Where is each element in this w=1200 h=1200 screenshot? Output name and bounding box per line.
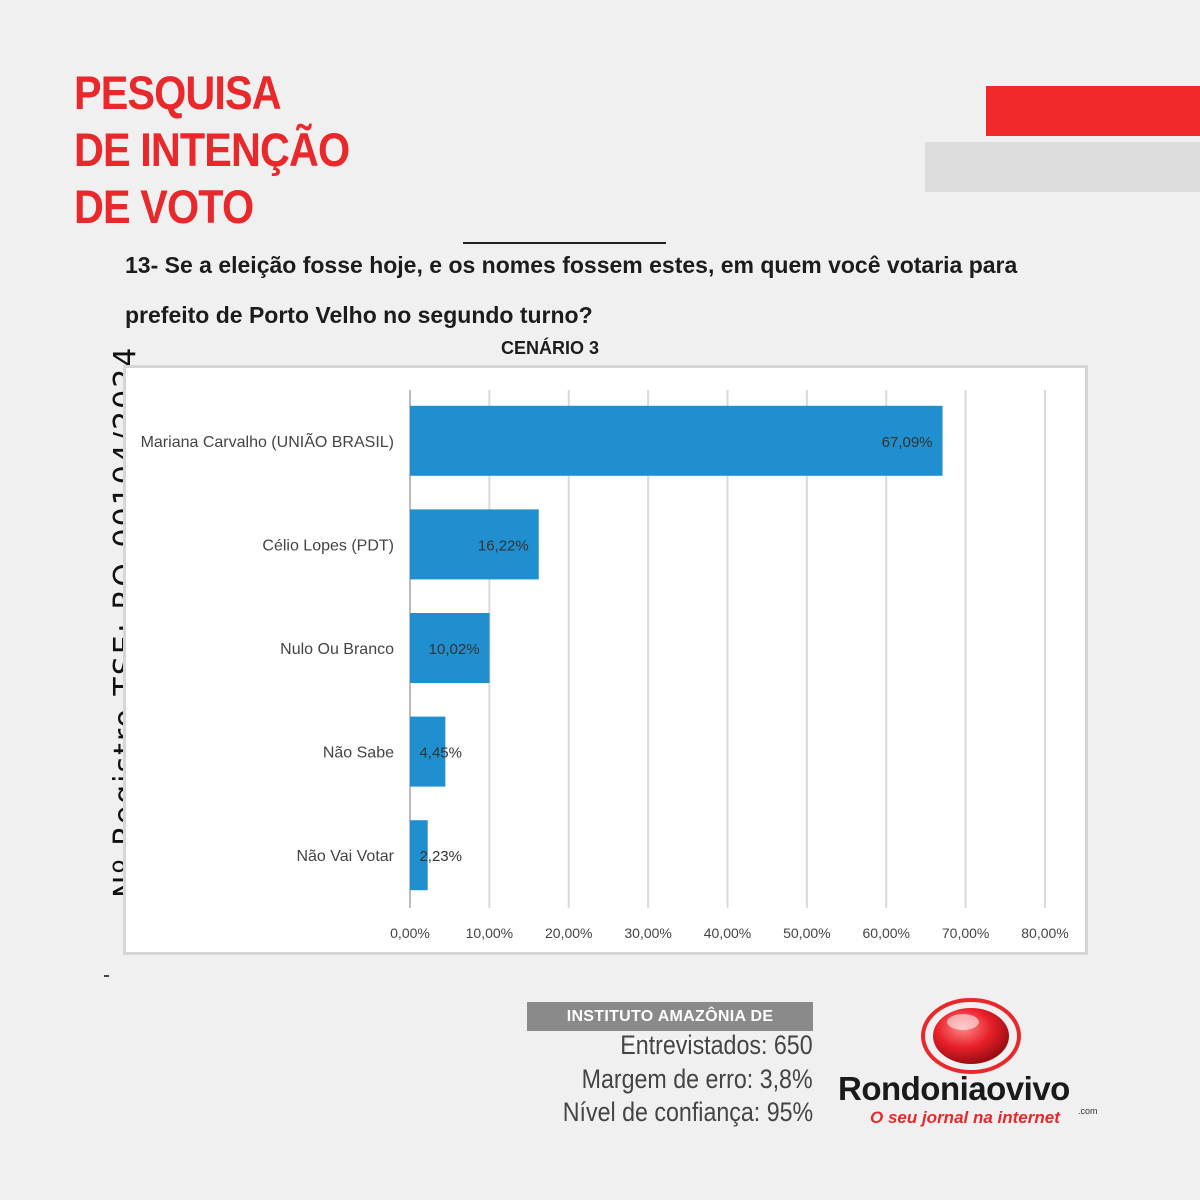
- rondoniaovivo-logo: Rondoniaovivo .com O seu jornal na inter…: [838, 998, 1100, 1128]
- headline-line-2: DE INTENÇÃO: [74, 123, 350, 176]
- dash-mark: [104, 975, 109, 977]
- x-tick-label: 80,00%: [1021, 925, 1068, 941]
- x-tick-label: 60,00%: [863, 925, 910, 941]
- logo-brand-name: Rondoniaovivo: [838, 1070, 1070, 1107]
- question-overline: [463, 242, 666, 244]
- logo-globe-icon: [921, 998, 1021, 1074]
- decorative-red-bar: [986, 86, 1200, 136]
- headline-line-1: PESQUISA: [74, 66, 282, 119]
- bar-chart: 0,00% 10,00% 20,00% 30,00% 40,00% 50,00% 60,00…: [141, 390, 1069, 941]
- value-label: 2,23%: [419, 848, 462, 865]
- x-tick-label: 70,00%: [942, 925, 989, 941]
- x-tick-label: 20,00%: [545, 925, 592, 941]
- logo-domain: .com: [1078, 1106, 1098, 1116]
- x-tick-label: 50,00%: [783, 925, 830, 941]
- value-label: 67,09%: [882, 434, 933, 451]
- interviewed-count: Entrevistados: 650: [620, 1030, 813, 1060]
- x-tick-label: 40,00%: [704, 925, 751, 941]
- category-label: Não Vai Votar: [296, 848, 394, 865]
- survey-question: 13- Se a eleição fosse hoje, e os nomes …: [125, 252, 1018, 328]
- x-tick-label: 10,00%: [466, 925, 513, 941]
- value-label: 16,22%: [478, 537, 529, 554]
- institute-badge: INSTITUTO AMAZÔNIA DE PESQUISA: [527, 1002, 813, 1054]
- value-label: 4,45%: [419, 745, 462, 762]
- x-tick-label: 30,00%: [624, 925, 671, 941]
- category-label: Não Sabe: [323, 745, 394, 762]
- margin-of-error: Margem de erro: 3,8%: [581, 1064, 813, 1094]
- x-tick-label: 0,00%: [390, 925, 430, 941]
- confidence-level: Nível de confiança: 95%: [562, 1097, 813, 1127]
- headline-line-3: DE VOTO: [74, 180, 254, 233]
- logo-tagline: O seu jornal na internet: [870, 1108, 1060, 1127]
- bar: [410, 509, 539, 580]
- bar: [410, 716, 446, 787]
- decorative-gray-bar: [925, 142, 1200, 192]
- chart-title: CENÁRIO 3: [500, 338, 599, 358]
- value-label: 10,02%: [429, 641, 480, 658]
- category-label: Mariana Carvalho (UNIÃO BRASIL): [141, 431, 394, 451]
- bar: [410, 820, 428, 891]
- bar: [410, 613, 490, 683]
- headline: PESQUISA DE INTENÇÃO DE VOTO: [74, 64, 350, 235]
- category-label: Célio Lopes (PDT): [262, 537, 394, 554]
- category-label: Nulo Ou Branco: [280, 641, 394, 658]
- chart-area: 0,00% 10,00% 20,00% 30,00% 40,00% 50,00% 60,00…: [123, 365, 1088, 955]
- bar: [410, 405, 943, 476]
